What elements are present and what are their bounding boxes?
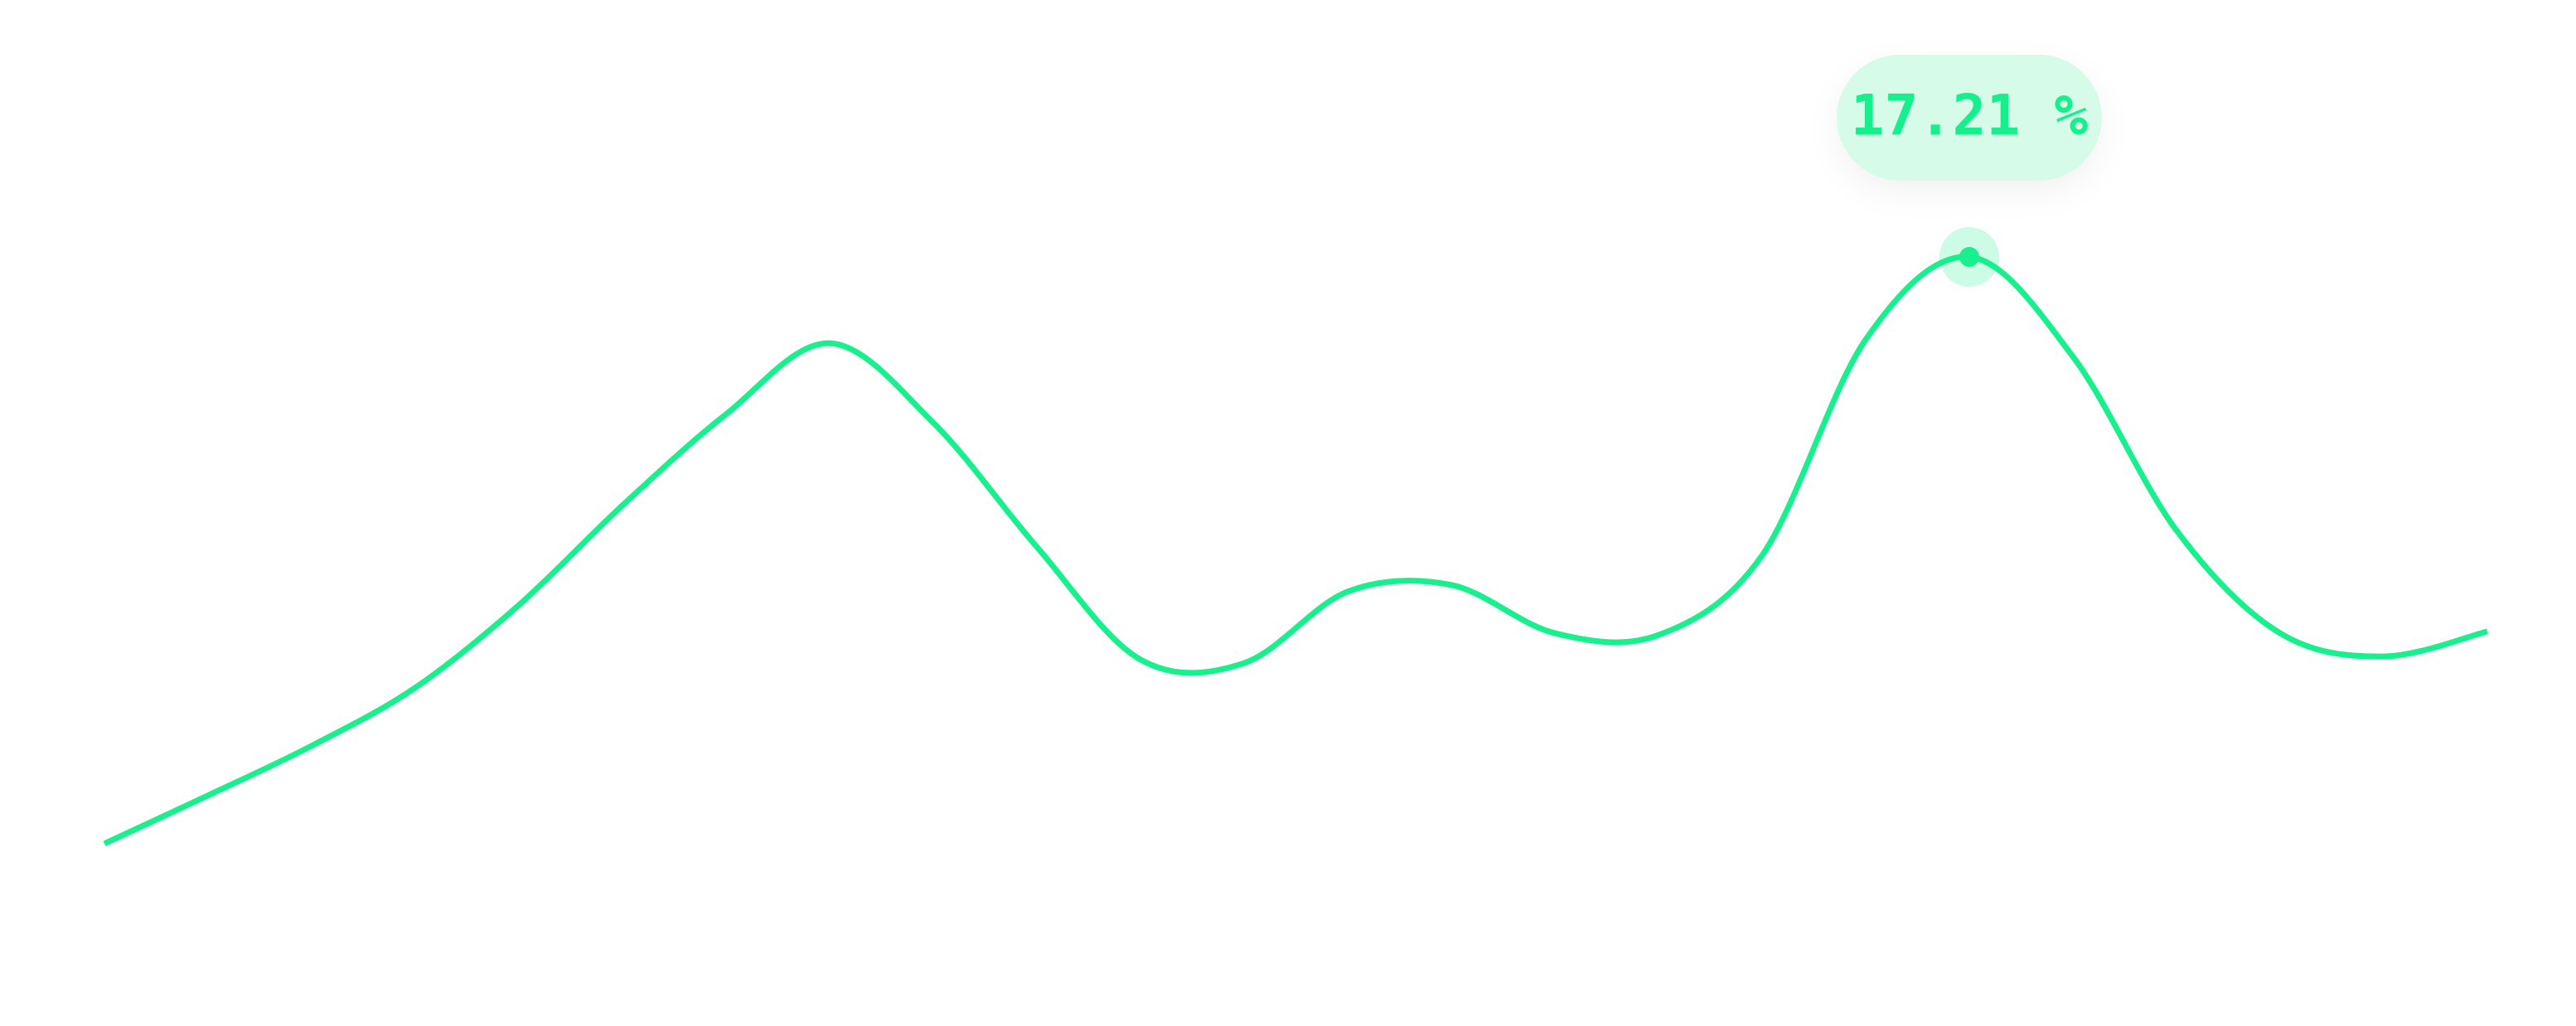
tooltip: 17.21 % <box>1837 55 2102 181</box>
tooltip-label: 17.21 % <box>1851 84 2089 149</box>
line <box>103 254 2488 847</box>
tooltip-bg <box>1837 55 2102 181</box>
point <box>1959 247 1979 268</box>
